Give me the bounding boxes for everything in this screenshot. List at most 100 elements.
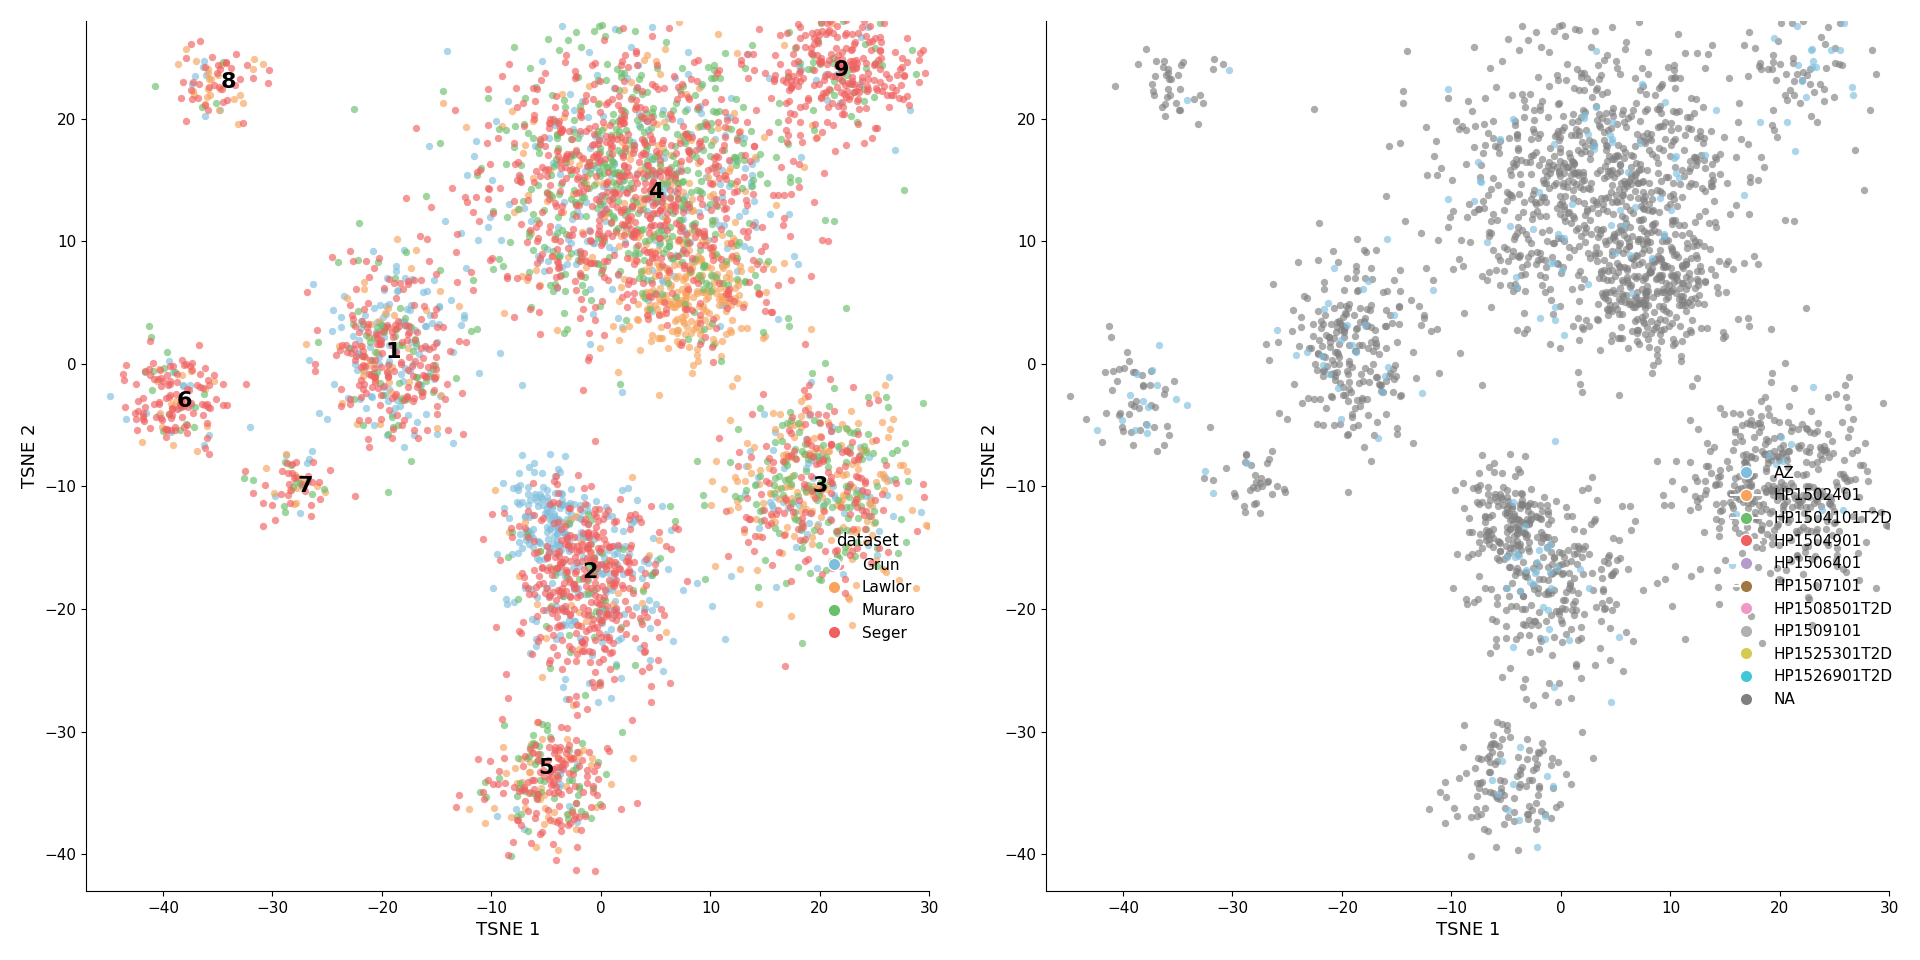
Point bbox=[829, 500, 860, 516]
Point bbox=[561, 696, 591, 711]
Point bbox=[1605, 259, 1636, 275]
Point bbox=[609, 172, 639, 187]
Point bbox=[549, 601, 580, 616]
Point bbox=[566, 503, 597, 518]
Point bbox=[568, 599, 599, 614]
Point bbox=[1682, 277, 1713, 293]
Point bbox=[1747, 540, 1778, 556]
Point bbox=[841, 60, 872, 75]
Point bbox=[735, 167, 766, 182]
Point bbox=[758, 501, 789, 516]
Point bbox=[1609, 144, 1640, 159]
Point bbox=[649, 150, 680, 165]
Point bbox=[1300, 101, 1331, 116]
Point bbox=[1676, 176, 1707, 191]
Point bbox=[707, 333, 737, 348]
Point bbox=[1551, 499, 1582, 515]
Point bbox=[524, 827, 555, 842]
Point bbox=[1695, 179, 1726, 194]
Point bbox=[1496, 445, 1526, 461]
Point bbox=[645, 187, 676, 203]
Point bbox=[541, 592, 572, 608]
Point bbox=[396, 302, 426, 318]
Point bbox=[526, 731, 557, 746]
Point bbox=[501, 812, 532, 828]
Point bbox=[900, 66, 931, 82]
Point bbox=[643, 225, 674, 240]
Point bbox=[1630, 300, 1661, 316]
Point bbox=[685, 273, 716, 288]
Point bbox=[348, 364, 378, 379]
Point bbox=[1578, 133, 1609, 149]
Point bbox=[1354, 374, 1384, 390]
Point bbox=[607, 112, 637, 128]
Point bbox=[1501, 127, 1532, 142]
Point bbox=[1503, 762, 1534, 778]
Point bbox=[1705, 166, 1736, 181]
Point bbox=[349, 376, 380, 392]
Point bbox=[726, 129, 756, 144]
Point bbox=[574, 529, 605, 544]
Point bbox=[797, 537, 828, 552]
Point bbox=[359, 345, 390, 360]
Point bbox=[474, 252, 505, 268]
Point bbox=[722, 45, 753, 60]
Point bbox=[507, 145, 538, 160]
Point bbox=[1605, 157, 1636, 173]
Point bbox=[1782, 548, 1812, 564]
Point bbox=[843, 499, 874, 515]
Point bbox=[146, 363, 177, 378]
Point bbox=[851, 443, 881, 458]
Point bbox=[701, 321, 732, 336]
Point bbox=[616, 538, 647, 553]
Point bbox=[1549, 327, 1580, 343]
Point bbox=[1640, 321, 1670, 336]
Point bbox=[1826, 42, 1857, 58]
Point bbox=[405, 340, 436, 355]
Point bbox=[455, 264, 486, 279]
Point bbox=[701, 69, 732, 84]
Point bbox=[753, 450, 783, 466]
Point bbox=[708, 201, 739, 216]
Point bbox=[157, 438, 188, 453]
Point bbox=[568, 227, 599, 242]
Point bbox=[737, 406, 768, 421]
Point bbox=[599, 156, 630, 172]
Point bbox=[716, 312, 747, 327]
Point bbox=[710, 119, 741, 134]
Point bbox=[1116, 396, 1146, 412]
Point bbox=[1565, 631, 1596, 646]
Point bbox=[588, 228, 618, 244]
Point bbox=[666, 174, 697, 189]
Point bbox=[668, 200, 699, 215]
Point bbox=[680, 252, 710, 267]
Point bbox=[1415, 324, 1446, 339]
Point bbox=[340, 348, 371, 364]
Point bbox=[597, 583, 628, 598]
Point bbox=[1740, 249, 1770, 264]
Point bbox=[634, 592, 664, 608]
Point bbox=[628, 165, 659, 180]
Point bbox=[545, 496, 576, 512]
Point bbox=[1490, 602, 1521, 617]
Point bbox=[1112, 345, 1142, 360]
Point bbox=[1559, 593, 1590, 609]
Point bbox=[589, 97, 620, 112]
Point bbox=[1770, 67, 1801, 83]
Point bbox=[563, 542, 593, 558]
Point bbox=[238, 70, 269, 85]
Point bbox=[1524, 194, 1555, 209]
Point bbox=[516, 581, 547, 596]
Point bbox=[1724, 525, 1755, 540]
Point bbox=[1674, 225, 1705, 240]
Point bbox=[634, 211, 664, 227]
Point bbox=[516, 213, 547, 228]
Point bbox=[1695, 261, 1726, 276]
Point bbox=[628, 52, 659, 67]
Point bbox=[680, 223, 710, 238]
Point bbox=[1611, 120, 1642, 135]
Point bbox=[1498, 536, 1528, 551]
Point bbox=[668, 316, 699, 331]
Point bbox=[501, 776, 532, 791]
Point bbox=[522, 714, 553, 730]
